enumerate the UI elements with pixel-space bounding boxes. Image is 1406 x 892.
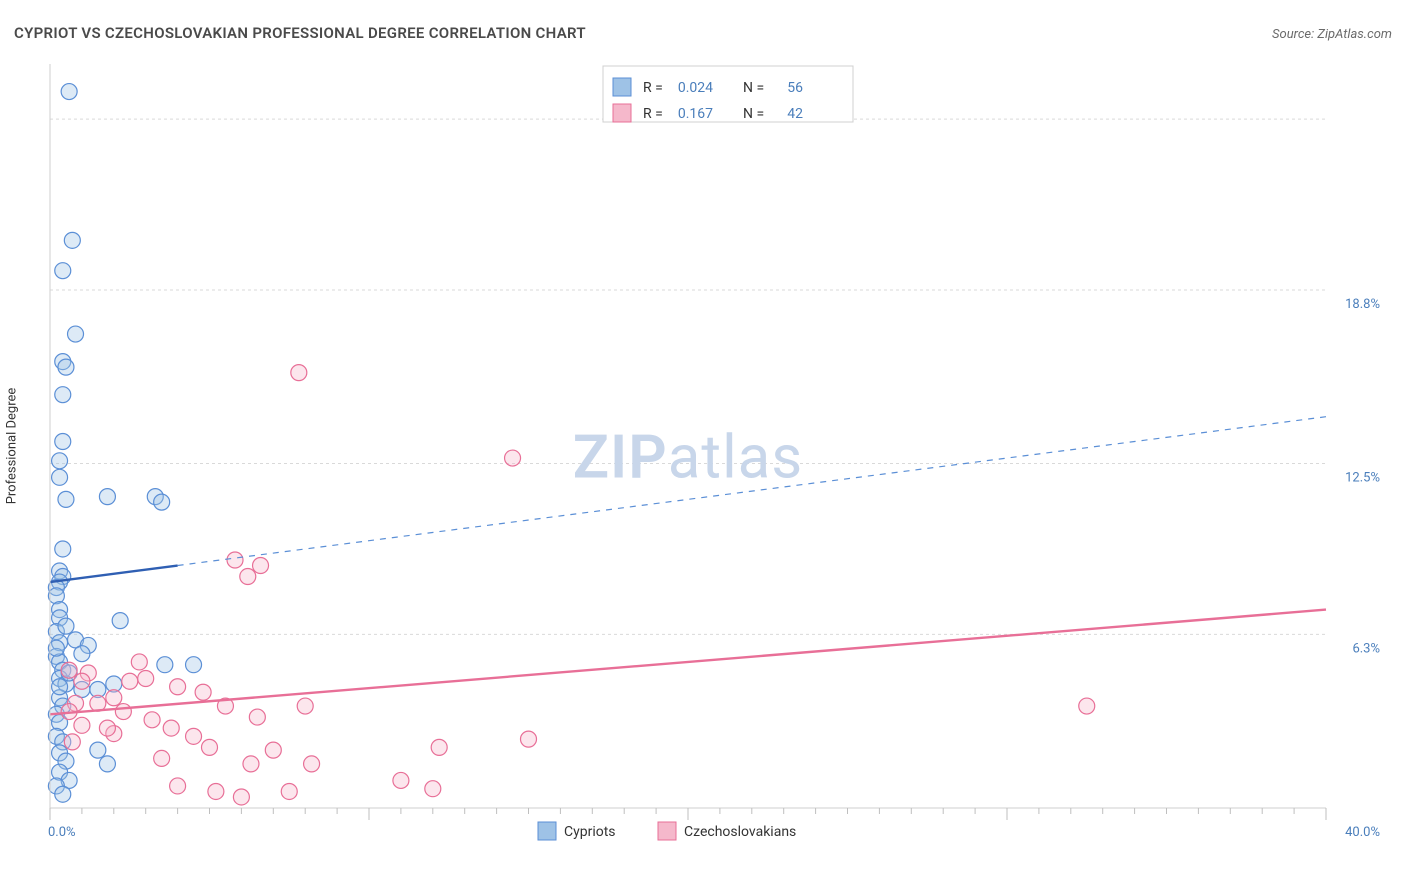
czechoslovakians-point <box>243 756 259 772</box>
czechoslovakians-point <box>170 679 186 695</box>
cypriots-point <box>64 232 80 248</box>
czechoslovakians-point <box>304 756 320 772</box>
czechoslovakians-point <box>265 742 281 758</box>
czechoslovakians-point <box>291 365 307 381</box>
cypriots-point <box>154 494 170 510</box>
stats-swatch <box>613 78 631 96</box>
cypriots-point <box>55 541 71 557</box>
czechoslovakians-point <box>144 712 160 728</box>
czechoslovakians-point <box>253 558 269 574</box>
czechoslovakians-point <box>195 684 211 700</box>
stats-text: N = <box>743 106 764 122</box>
cypriots-point <box>74 646 90 662</box>
scatter-chart: 6.3% 12.5% 18.8% ZIPatlas 0.0% 40.0% R = 0.024 N… <box>46 56 1386 846</box>
legend-swatch <box>658 822 676 840</box>
czechoslovakians-point <box>131 654 147 670</box>
czechoslovakians-point <box>154 750 170 766</box>
cypriots-point <box>52 679 68 695</box>
czechoslovakians-point <box>281 783 297 799</box>
czechoslovakians-point <box>1079 698 1095 714</box>
stats-text: R = <box>643 106 663 122</box>
czechoslovakians-point <box>202 739 218 755</box>
y-axis-label: Professional Degree <box>5 388 20 505</box>
cypriots-point <box>68 326 84 342</box>
stats-text: 42 <box>787 106 803 122</box>
czechoslovakians-point <box>99 720 115 736</box>
series-legend: Cypriots Czechoslovakians <box>538 822 796 840</box>
czechoslovakians-point <box>61 662 77 678</box>
czechoslovakians-point <box>240 569 256 585</box>
czechoslovakians-point <box>233 789 249 805</box>
stats-text: R = <box>643 80 663 96</box>
czechoslovakians-point <box>163 720 179 736</box>
cypriots-point <box>55 263 71 279</box>
legend-swatch <box>538 822 556 840</box>
cypriots-point <box>52 469 68 485</box>
czechoslovakians-point <box>393 772 409 788</box>
czechoslovakians-point <box>64 734 80 750</box>
cypriots-point <box>58 359 74 375</box>
cypriots-point <box>90 742 106 758</box>
cypriots-point <box>58 491 74 507</box>
czechoslovakians-point <box>106 690 122 706</box>
stats-swatch <box>613 104 631 122</box>
legend-label: Cypriots <box>564 824 616 840</box>
stats-text: 56 <box>787 80 803 96</box>
cypriots-point <box>99 756 115 772</box>
x-tick-label: 40.0% <box>1345 825 1380 840</box>
watermark: ZIPatlas <box>573 421 804 492</box>
chart-title: CYPRIOT VS CZECHOSLOVAKIAN PROFESSIONAL … <box>14 24 586 42</box>
y-tick-label: 18.8% <box>1345 297 1380 312</box>
czechoslovakians-point <box>431 739 447 755</box>
czechoslovakians-point <box>425 781 441 797</box>
czechoslovakians-point <box>186 728 202 744</box>
y-tick-label: 12.5% <box>1345 471 1380 486</box>
legend-label: Czechoslovakians <box>684 824 796 840</box>
cypriots-point <box>157 657 173 673</box>
source-label: Source: ZipAtlas.com <box>1272 27 1392 42</box>
stats-legend: R = 0.024 N = 56 R = 0.167 N = 42 <box>603 66 853 122</box>
x-tick-label: 0.0% <box>48 825 76 840</box>
czechoslovakians-point <box>505 450 521 466</box>
cypriots-point <box>55 786 71 802</box>
y-tick-label: 6.3% <box>1352 641 1380 656</box>
czechoslovakians-point <box>115 704 131 720</box>
czechoslovakians-point <box>521 731 537 747</box>
czechoslovakians-point <box>170 778 186 794</box>
cypriots-point <box>112 613 128 629</box>
czechoslovakians-point <box>297 698 313 714</box>
cypriots-point <box>58 618 74 634</box>
cypriots-point <box>99 489 115 505</box>
stats-text: 0.167 <box>678 106 713 122</box>
cypriots-point <box>55 387 71 403</box>
cypriots-point <box>61 84 77 100</box>
czechoslovakians-trendline <box>50 610 1326 715</box>
czechoslovakians-point <box>208 783 224 799</box>
cypriots-point <box>52 453 68 469</box>
czechoslovakians-point <box>74 717 90 733</box>
cypriots-point <box>48 640 64 656</box>
cypriots-point <box>186 657 202 673</box>
stats-text: N = <box>743 80 764 96</box>
stats-text: 0.024 <box>678 80 713 96</box>
czechoslovakians-point <box>227 552 243 568</box>
cypriots-point <box>55 434 71 450</box>
czechoslovakians-point <box>122 673 138 689</box>
czechoslovakians-point <box>249 709 265 725</box>
czechoslovakians-point <box>74 673 90 689</box>
czechoslovakians-point <box>138 670 154 686</box>
